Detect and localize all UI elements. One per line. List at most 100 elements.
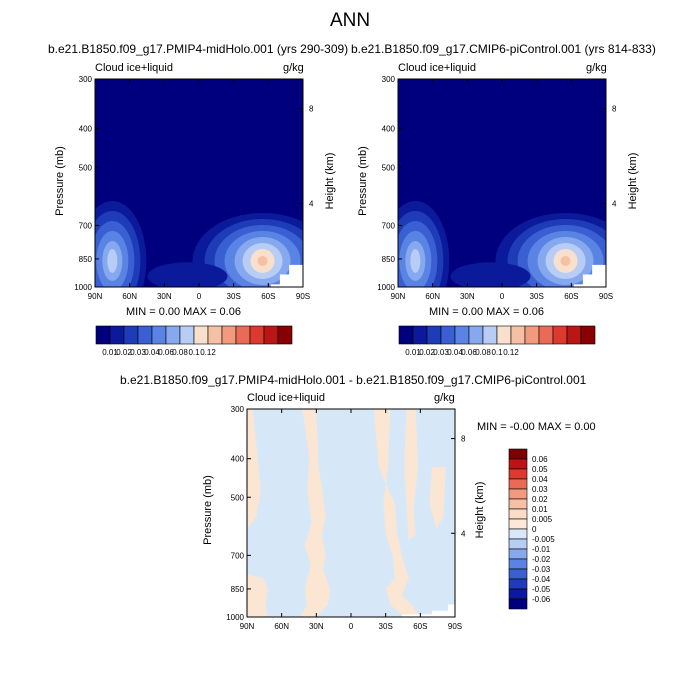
y-tick-label: 850 xyxy=(231,585,245,594)
colorbar-swatch xyxy=(137,325,153,345)
colorbar-swatch xyxy=(508,488,528,500)
colorbar-swatch xyxy=(151,325,167,345)
y2-tick-label: 4 xyxy=(309,199,314,208)
panel1-left-label: Cloud ice+liquid xyxy=(95,62,173,74)
panel2-units: g/kg xyxy=(586,62,607,74)
panel1-colorbar: 0.010.020.030.040.060.08 0.1 0.12 xyxy=(95,325,293,357)
x-tick-label: 0 xyxy=(349,622,354,631)
colorbar-label: 0.04 xyxy=(447,348,463,357)
colorbar-swatch xyxy=(508,528,528,540)
nh-contour-5 xyxy=(107,248,118,273)
colorbar-swatch xyxy=(426,325,442,345)
positive-patch-5 xyxy=(404,409,418,540)
x-tick-label: 30N xyxy=(309,622,324,631)
colorbar-swatch xyxy=(440,325,456,345)
panel3-stats: MIN = -0.00 MAX = 0.00 xyxy=(477,421,596,433)
x-tick-label: 90S xyxy=(448,622,462,631)
colorbar-swatch xyxy=(454,325,470,345)
y-tick-label: 1000 xyxy=(74,283,92,292)
x-tick-label: 30S xyxy=(227,292,241,301)
positive-patch-3 xyxy=(300,409,331,617)
colorbar-swatch xyxy=(508,458,528,470)
colorbar-label: -0.05 xyxy=(532,585,551,594)
x-tick-label: 60N xyxy=(425,292,440,301)
colorbar-swatch xyxy=(123,325,139,345)
colorbar-label: 0.02 xyxy=(532,495,548,504)
colorbar-swatch xyxy=(508,448,528,460)
x-tick-label: 30N xyxy=(460,292,475,301)
colorbar-swatch xyxy=(566,325,582,345)
positive-patch-0 xyxy=(247,574,268,617)
y-tick-label: 500 xyxy=(79,163,93,172)
colorbar-swatch xyxy=(508,478,528,490)
y-tick-label: 400 xyxy=(382,125,396,134)
colorbar-label: 0.12 xyxy=(200,348,216,357)
y-tick-label: 700 xyxy=(382,221,396,230)
panel2-plot: 90N 60N 30N 0 30S 60S 90S 300 400 500 700 850 1000 8 4 xyxy=(377,75,617,301)
colorbar-swatch xyxy=(508,538,528,550)
y-tick-label: 500 xyxy=(231,493,245,502)
x-tick-label: 30N xyxy=(157,292,172,301)
nh-contour-5 xyxy=(410,248,421,273)
colorbar-swatch xyxy=(263,325,279,345)
colorbar-swatch xyxy=(508,518,528,530)
colorbar-swatch xyxy=(221,325,237,345)
colorbar-swatch xyxy=(496,325,512,345)
colorbar-label: 0.04 xyxy=(532,475,548,484)
colorbar-label: 0.04 xyxy=(144,348,160,357)
x-tick-label: 60S xyxy=(564,292,578,301)
colorbar-label: 0.02 xyxy=(419,348,435,357)
colorbar-label: 0.03 xyxy=(433,348,449,357)
colorbar-label: 0.05 xyxy=(532,465,548,474)
panel3-units: g/kg xyxy=(434,392,455,404)
colorbar-swatch xyxy=(508,568,528,580)
colorbar-swatch xyxy=(398,325,414,345)
y-tick-label: 500 xyxy=(382,163,396,172)
x-tick-label: 90N xyxy=(88,292,103,301)
y2-tick-label: 4 xyxy=(461,529,466,538)
positive-patch-6 xyxy=(429,467,446,529)
colorbar-label: -0.02 xyxy=(532,555,551,564)
colorbar-swatch xyxy=(508,468,528,480)
panel1-plot: 90N 60N 30N 0 30S 60S 90S 300 400 500 700 850 1000 8 4 xyxy=(74,75,314,301)
negative-region xyxy=(247,409,455,617)
colorbar-swatch xyxy=(249,325,265,345)
colorbar-swatch xyxy=(277,325,293,345)
trop-contour xyxy=(147,262,228,287)
colorbar-label: -0.04 xyxy=(532,575,551,584)
x-tick-label: 0 xyxy=(500,292,505,301)
y-tick-label: 850 xyxy=(382,255,396,264)
colorbar-swatch xyxy=(524,325,540,345)
positive-patch-4 xyxy=(374,409,421,617)
panel2-title: b.e21.B1850.f09_g17.CMIP6-piControl.001 … xyxy=(351,42,656,56)
y2-tick-label: 4 xyxy=(612,199,617,208)
y-tick-label: 700 xyxy=(231,551,245,560)
colorbar-label: 0.12 xyxy=(503,348,519,357)
x-tick-label: 60S xyxy=(413,622,427,631)
colorbar-label: 0.005 xyxy=(532,515,553,524)
x-tick-label: 60S xyxy=(261,292,275,301)
panel3-colorbar: 0.060.050.040.030.020.010.0050-0.005-0.0… xyxy=(508,448,555,610)
colorbar-swatch xyxy=(207,325,223,345)
colorbar-label: 0.03 xyxy=(532,485,548,494)
x-tick-label: 30S xyxy=(530,292,544,301)
colorbar-swatch xyxy=(165,325,181,345)
panel3-y2label: Height (km) xyxy=(474,481,486,539)
y2-tick-label: 8 xyxy=(309,105,314,114)
colorbar-label: -0.06 xyxy=(532,595,551,604)
panel1-stats: MIN = 0.00 MAX = 0.06 xyxy=(126,306,241,318)
colorbar-label: 0.01 xyxy=(102,348,118,357)
colorbar-label: -0.01 xyxy=(532,545,551,554)
x-tick-label: 60N xyxy=(122,292,137,301)
x-tick-label: 90N xyxy=(240,622,255,631)
y-tick-label: 400 xyxy=(231,455,245,464)
colorbar-swatch xyxy=(580,325,596,345)
colorbar-swatch xyxy=(508,598,528,610)
colorbar-label: 0.01 xyxy=(532,505,548,514)
x-tick-label: 30S xyxy=(379,622,393,631)
colorbar-label: 0.08 xyxy=(172,348,188,357)
panel2-colorbar: 0.010.020.030.040.060.08 0.1 0.12 xyxy=(398,325,596,357)
colorbar-swatch xyxy=(468,325,484,345)
plot-frame xyxy=(94,78,304,288)
colorbar-swatch xyxy=(508,558,528,570)
